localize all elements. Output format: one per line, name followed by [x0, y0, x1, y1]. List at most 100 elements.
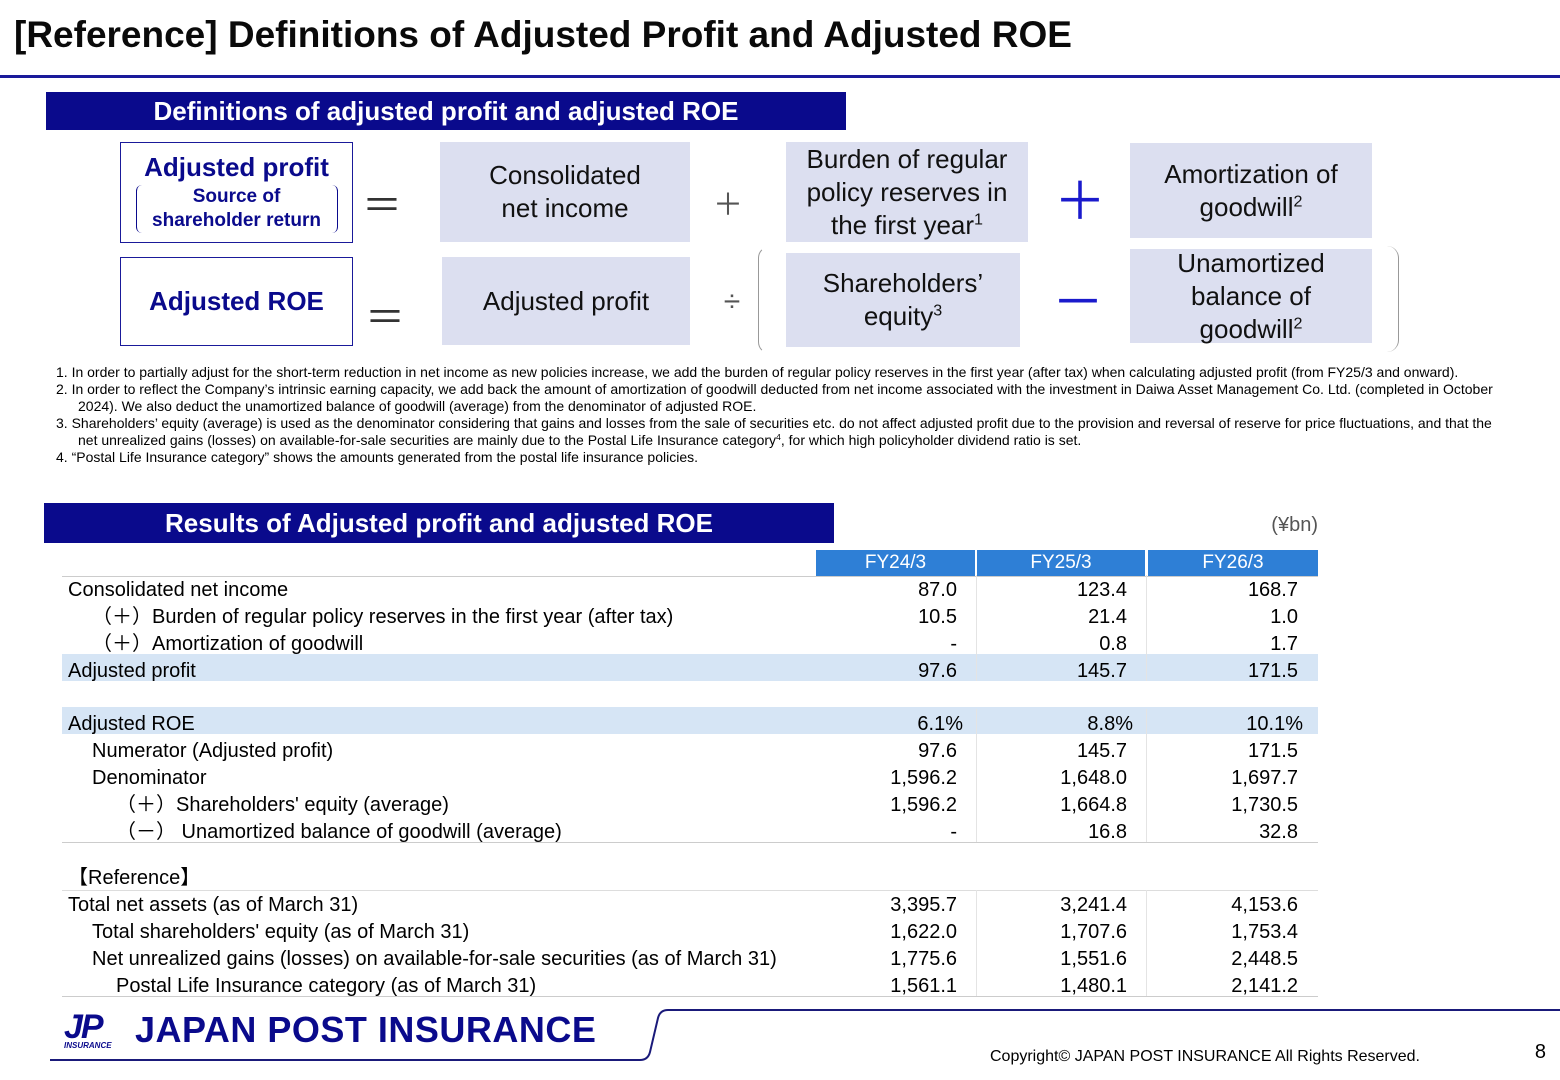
equals: ＝	[362, 184, 402, 228]
rule	[62, 842, 1318, 843]
rule	[62, 890, 1318, 891]
cell-value: 1.0	[1270, 606, 1298, 628]
cell-value: 10.5	[918, 606, 957, 628]
cell-value: 97.6	[918, 660, 957, 682]
column-rule	[1146, 890, 1147, 996]
term: Burden of regular policy reserves in the…	[786, 142, 1028, 242]
footnote-ref: 2	[1293, 191, 1303, 210]
cell-value: 8.8%	[1087, 713, 1133, 735]
footnote-ref: 4	[776, 431, 781, 442]
notes: 1. In order to partially adjust for the …	[56, 364, 1496, 466]
note-text: 2. In order to reflect the Company’s int…	[56, 381, 1493, 414]
title: [Reference] Definitions of Adjusted Prof…	[14, 14, 1072, 55]
column-rule	[976, 575, 977, 681]
column-rule	[976, 709, 977, 842]
plus: ＋	[713, 189, 743, 222]
equals: ＝	[365, 296, 405, 340]
copyright: Copyright© JAPAN POST INSURANCE All Righ…	[990, 1048, 1420, 1065]
row-label: Numerator (Adjusted profit)	[92, 740, 334, 762]
note: 3. Shareholders’ equity (average) is use…	[56, 415, 1496, 449]
cell-value: 1.7	[1270, 633, 1298, 655]
cell-value: 16.8	[1088, 821, 1127, 843]
row-label: （＋）Amortization of goodwill	[92, 633, 364, 655]
lhs-note: Source of shareholder return	[135, 185, 338, 233]
cell-value: 3,395.7	[890, 894, 957, 916]
page-number: 8	[1534, 1041, 1546, 1063]
cell-value: 1,480.1	[1060, 975, 1127, 997]
row-highlight	[62, 707, 1318, 734]
lhs-label: Adjusted profit	[144, 152, 329, 182]
term: Adjusted profit	[442, 257, 690, 345]
cell-value: 1,551.6	[1060, 948, 1127, 970]
logo-mark: JP	[64, 1008, 104, 1046]
cell-value: 1,648.0	[1060, 767, 1127, 789]
cell-value: 3,241.4	[1060, 894, 1127, 916]
bracket-close	[1384, 246, 1399, 352]
row-label: Denominator	[92, 767, 207, 789]
column-rule	[1146, 709, 1147, 842]
plus: ＋	[1053, 173, 1107, 232]
column-header: FY25/3	[977, 550, 1145, 576]
row-highlight	[62, 654, 1318, 681]
term: Amortization of goodwill2	[1130, 143, 1372, 238]
term: Unamortized balance of goodwill2	[1130, 247, 1372, 344]
cell-value: 1,697.7	[1231, 767, 1298, 789]
row-label: Adjusted profit	[68, 660, 196, 682]
note-text: 1. In order to partially adjust for the …	[56, 364, 1459, 380]
section-heading: Results of Adjusted profit and adjusted …	[44, 503, 834, 543]
cell-value: 145.7	[1076, 740, 1127, 762]
cell-value: 1,775.6	[890, 948, 957, 970]
cell-value: 1,561.1	[890, 975, 957, 997]
cell-value: 145.7	[1076, 660, 1127, 682]
footnote-ref: 1	[974, 209, 984, 228]
cell-value: 1,730.5	[1231, 794, 1298, 816]
row-label: （＋）Shareholders' equity (average)	[116, 794, 449, 816]
column-header: FY26/3	[1148, 550, 1318, 576]
cell-value: 1,622.0	[890, 921, 957, 943]
note-text: 4. “Postal Life Insurance category” show…	[56, 449, 699, 465]
term: Shareholders’ equity3	[786, 253, 1020, 347]
row-label: Consolidated net income	[68, 579, 289, 601]
bracket-open	[758, 246, 773, 354]
cell-value: 0.8	[1099, 633, 1127, 655]
note: 2. In order to reflect the Company’s int…	[56, 381, 1496, 415]
unit: (¥bn)	[1271, 514, 1318, 536]
logo-sub: INSURANCE	[64, 1041, 112, 1050]
term-text: Unamortized balance of goodwill	[1177, 247, 1325, 344]
header-rule	[62, 576, 1318, 577]
row-label: Adjusted ROE	[68, 713, 195, 735]
title-rule	[0, 75, 1560, 78]
cell-value: 2,141.2	[1231, 975, 1298, 997]
cell-value: 1,664.8	[1060, 794, 1127, 816]
cell-value: 1,596.2	[890, 794, 957, 816]
note-text: , for which high policyholder dividend r…	[780, 432, 1082, 448]
row-label: （＋）Burden of regular policy reserves in …	[92, 606, 674, 628]
section-label: 【Reference】	[68, 867, 201, 889]
divide: ÷	[723, 285, 741, 318]
cell-value: 87.0	[918, 579, 957, 601]
footnote-ref: 2	[1293, 313, 1303, 332]
note: 4. “Postal Life Insurance category” show…	[56, 449, 1496, 466]
cell-value: 2,448.5	[1231, 948, 1298, 970]
row-label: Total net assets (as of March 31)	[68, 894, 359, 916]
cell-value: 1,596.2	[890, 767, 957, 789]
section-heading: Definitions of adjusted profit and adjus…	[46, 92, 846, 130]
column-header: FY24/3	[816, 550, 975, 576]
term: Consolidated net income	[440, 142, 690, 242]
lhs-label: Adjusted ROE	[149, 286, 324, 316]
cell-value: 97.6	[918, 740, 957, 762]
term-text: Consolidated net income	[489, 160, 641, 223]
footnote-ref: 3	[933, 301, 943, 320]
cell-value: 10.1%	[1246, 713, 1303, 735]
note-text: 3. Shareholders’ equity (average) is use…	[56, 415, 1492, 448]
row-label: Net unrealized gains (losses) on availab…	[92, 948, 777, 970]
rule	[62, 996, 1318, 997]
column-rule	[1146, 575, 1147, 681]
note: 1. In order to partially adjust for the …	[56, 364, 1496, 381]
cell-value: 1,753.4	[1231, 921, 1298, 943]
row-label: Postal Life Insurance category (as of Ma…	[116, 975, 537, 997]
cell-value: 21.4	[1088, 606, 1127, 628]
cell-value: 32.8	[1259, 821, 1298, 843]
